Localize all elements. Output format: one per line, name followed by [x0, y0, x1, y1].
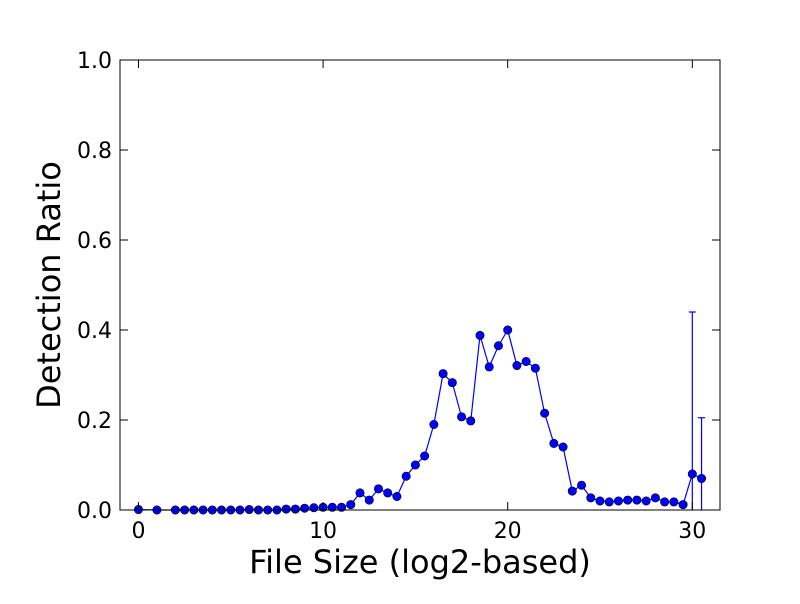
data-point [309, 503, 319, 513]
data-point [420, 451, 430, 461]
data-point [687, 469, 697, 479]
marks-layer [133, 311, 707, 515]
x-tick-label: 30 [678, 519, 706, 544]
data-point [410, 460, 420, 470]
data-point [521, 356, 531, 366]
data-point [484, 362, 494, 372]
data-point [586, 493, 596, 503]
data-point [373, 484, 383, 494]
data-point [392, 491, 402, 501]
ticks-layer: 0.0 0.2 0.4 0.6 0.8 1.0 0 10 20 30 [77, 49, 720, 544]
data-point [558, 442, 568, 452]
data-point [346, 500, 356, 510]
data-point [493, 341, 503, 351]
data-point [337, 502, 347, 512]
data-point [530, 363, 540, 373]
data-point [281, 504, 291, 514]
data-point [697, 473, 707, 483]
data-point [327, 502, 337, 512]
data-point [595, 496, 605, 506]
data-point [447, 378, 457, 388]
data-point [632, 495, 642, 505]
data-point [623, 495, 633, 505]
data-point [503, 325, 513, 335]
data-point [290, 504, 300, 514]
series-line [138, 328, 702, 511]
data-point [512, 361, 522, 371]
x-tick-label: 10 [309, 519, 337, 544]
data-point [457, 412, 467, 422]
data-point [669, 497, 679, 507]
y-tick-label: 0.8 [77, 139, 112, 164]
data-point [613, 496, 623, 506]
data-point [364, 495, 374, 505]
y-tick-label: 0.6 [77, 229, 112, 254]
data-point [660, 497, 670, 507]
x-tick-label: 0 [131, 519, 145, 544]
data-point [540, 408, 550, 418]
y-axis-label: Detection Ratio [30, 161, 68, 409]
data-point [466, 416, 476, 426]
data-point [604, 497, 614, 507]
x-axis-label: File Size (log2-based) [249, 543, 591, 581]
data-point [641, 496, 651, 506]
data-point [401, 471, 411, 481]
data-point [567, 486, 577, 496]
data-point [300, 503, 310, 513]
data-point [383, 488, 393, 498]
data-point [475, 330, 485, 340]
y-tick-label: 0.0 [77, 499, 112, 524]
data-point [678, 500, 688, 510]
y-tick-label: 0.2 [77, 409, 112, 434]
plot-frame [119, 59, 721, 511]
y-tick-label: 0.4 [77, 319, 112, 344]
y-tick-label: 1.0 [77, 49, 112, 74]
data-point [355, 488, 365, 498]
data-point [429, 419, 439, 429]
x-tick-label: 20 [494, 519, 522, 544]
data-point [549, 438, 559, 448]
data-point [577, 480, 587, 490]
data-point [650, 493, 660, 503]
data-point [438, 369, 448, 379]
